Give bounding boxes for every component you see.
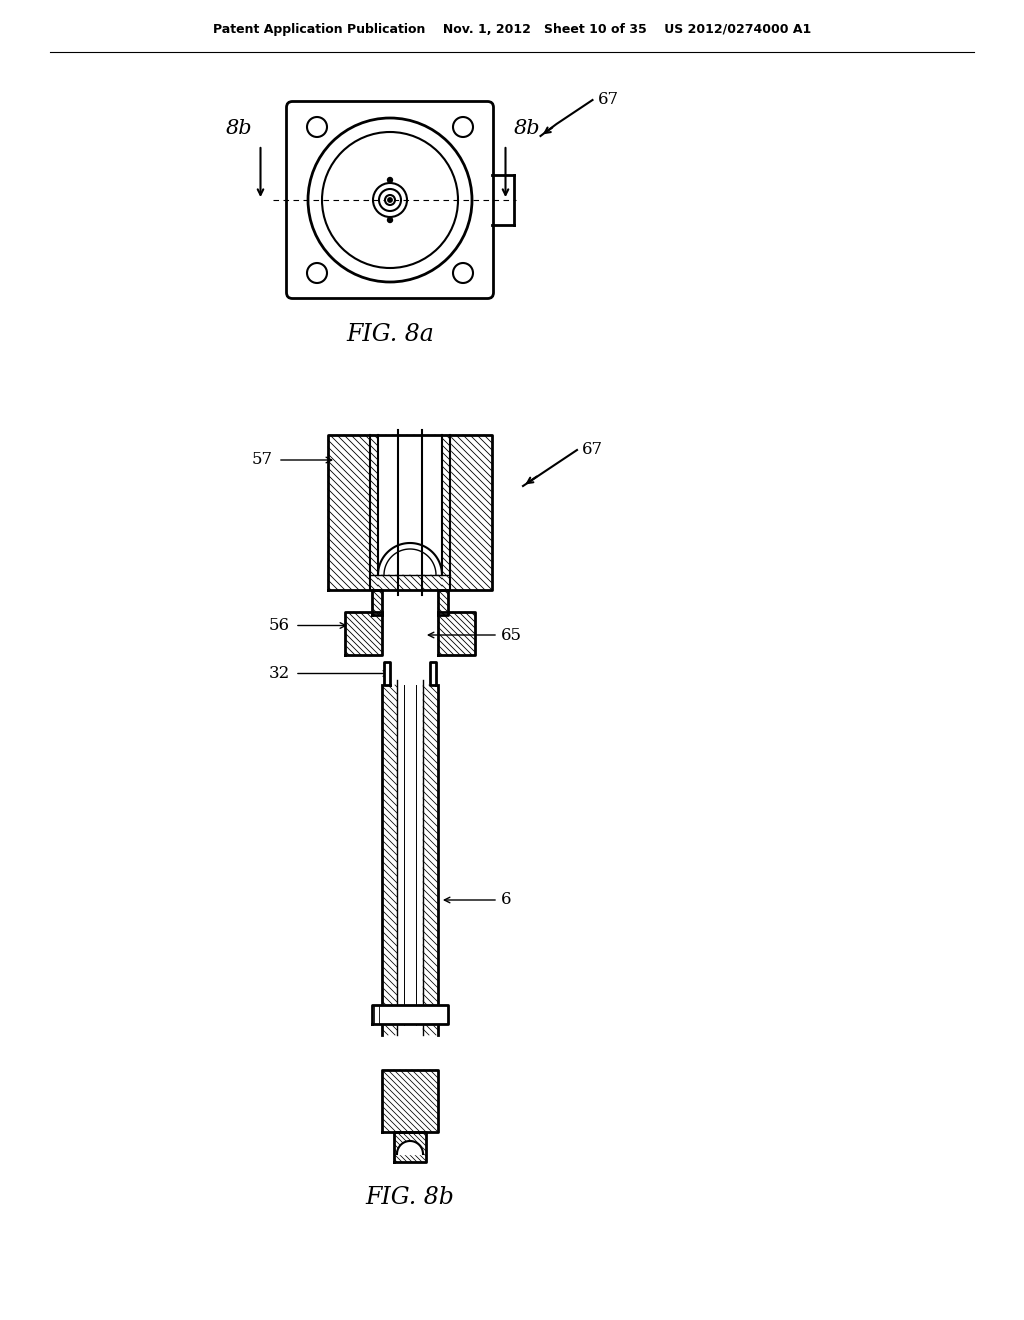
Polygon shape (442, 436, 450, 590)
Polygon shape (485, 177, 515, 223)
Text: 32: 32 (268, 665, 290, 682)
Text: 65: 65 (501, 627, 522, 644)
Text: 6: 6 (501, 891, 512, 908)
Circle shape (387, 177, 392, 182)
Text: 57: 57 (252, 451, 273, 469)
Polygon shape (382, 685, 397, 1035)
Polygon shape (378, 436, 442, 576)
Circle shape (453, 117, 473, 137)
Polygon shape (372, 1005, 449, 1024)
Text: FIG. 8b: FIG. 8b (366, 1185, 455, 1209)
Polygon shape (430, 663, 436, 685)
Polygon shape (438, 612, 475, 655)
Text: 56: 56 (269, 616, 290, 634)
Circle shape (307, 117, 327, 137)
Text: 8b: 8b (513, 119, 540, 139)
Polygon shape (378, 576, 442, 590)
Polygon shape (438, 590, 449, 615)
Polygon shape (384, 663, 390, 685)
Text: Patent Application Publication    Nov. 1, 2012   Sheet 10 of 35    US 2012/02740: Patent Application Publication Nov. 1, 2… (213, 24, 811, 37)
Text: 67: 67 (582, 441, 603, 458)
Polygon shape (423, 685, 438, 1035)
Circle shape (453, 263, 473, 282)
Text: 8b: 8b (226, 119, 253, 139)
Circle shape (385, 195, 395, 205)
Polygon shape (394, 1133, 426, 1162)
Polygon shape (372, 590, 382, 615)
FancyBboxPatch shape (287, 102, 494, 298)
Text: FIG. 8a: FIG. 8a (346, 323, 434, 346)
Circle shape (387, 218, 392, 223)
Polygon shape (328, 436, 492, 590)
Polygon shape (382, 612, 394, 615)
Circle shape (307, 263, 327, 282)
Polygon shape (370, 436, 378, 590)
Polygon shape (345, 612, 382, 655)
Text: 67: 67 (597, 91, 618, 108)
Polygon shape (382, 1071, 438, 1133)
Polygon shape (426, 612, 438, 615)
Circle shape (388, 198, 392, 202)
